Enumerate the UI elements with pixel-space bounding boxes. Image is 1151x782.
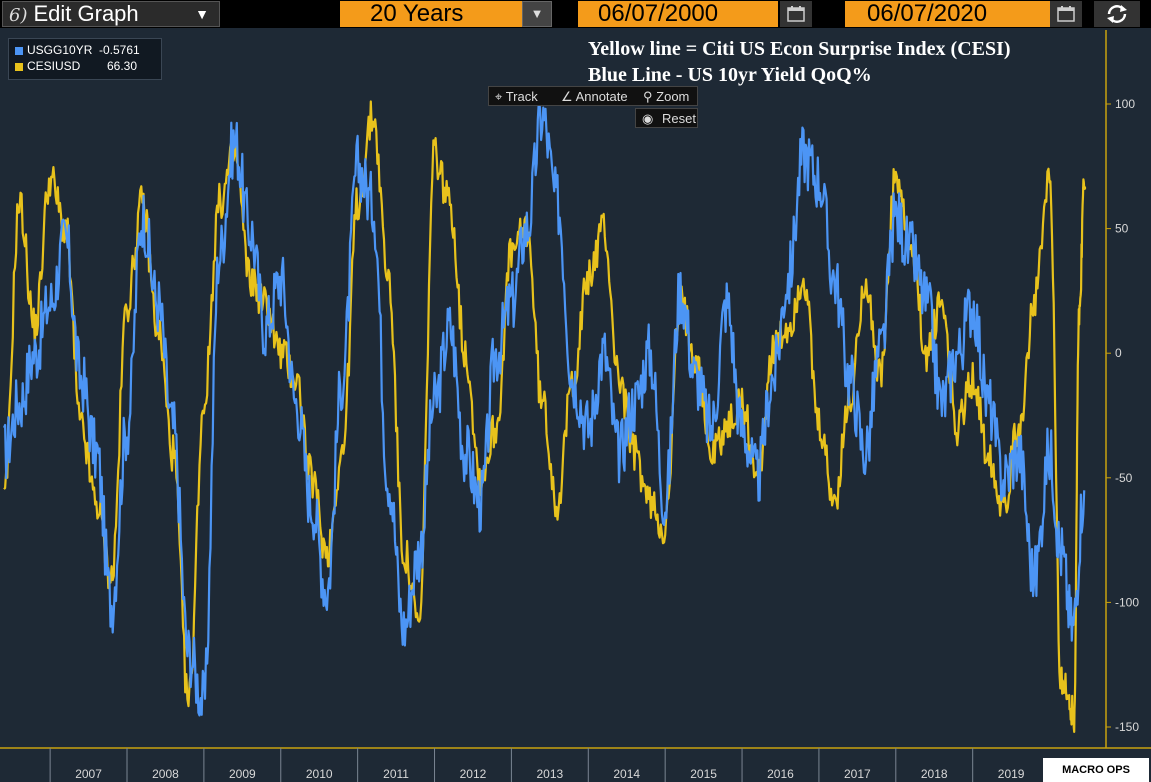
x-tick-label: 2017 xyxy=(844,767,871,781)
edit-graph-number: 6) xyxy=(9,5,28,26)
edit-graph-button[interactable]: 6) Edit Graph ▼ xyxy=(2,1,220,27)
x-tick-label: 2012 xyxy=(460,767,487,781)
annotate-label: Annotate xyxy=(575,89,628,104)
legend: USGG10YR -0.5761 CESIUSD 66.30 xyxy=(8,38,162,80)
last-value-point xyxy=(1082,185,1087,190)
y-tick-label: 50 xyxy=(1115,222,1129,236)
x-tick-label: 2009 xyxy=(229,767,256,781)
legend-value: 66.30 xyxy=(107,59,138,73)
y-tick-label: -100 xyxy=(1115,595,1139,609)
x-tick-label: 2015 xyxy=(690,767,717,781)
period-select[interactable]: 20 Years xyxy=(340,1,522,27)
x-tick-label: 2010 xyxy=(306,767,333,781)
start-date-calendar-button[interactable] xyxy=(780,1,812,27)
x-tick-label: 2007 xyxy=(75,767,102,781)
start-date-input[interactable]: 06/07/2000 xyxy=(578,1,778,27)
magnifier-icon: ⚲ xyxy=(643,89,653,104)
zoom-label: Zoom xyxy=(656,89,690,104)
reset-label: Reset xyxy=(662,111,696,126)
chevron-down-icon: ▼ xyxy=(530,6,544,21)
series-line-usgg10yr xyxy=(2,99,1086,717)
macro-ops-logo: MACRO OPS xyxy=(1043,758,1149,782)
legend-swatch xyxy=(15,46,23,55)
annotation-line-2: Blue Line - US 10yr Yield QoQ% xyxy=(588,64,872,86)
legend-label: CESIUSD xyxy=(27,59,81,73)
x-tick-label: 2018 xyxy=(921,767,948,781)
legend-value: -0.5761 xyxy=(99,43,140,57)
refresh-button[interactable] xyxy=(1094,1,1140,27)
chart-tools-bar: ⌖ Track ∠ Annotate ⚲ Zoom xyxy=(488,86,698,106)
toolbar: 6) Edit Graph ▼ 20 Years ▼ 06/07/2000 06/… xyxy=(0,0,1151,28)
x-tick-label: 2011 xyxy=(383,767,409,781)
annotate-button[interactable]: ∠ Annotate xyxy=(561,87,628,107)
end-date-calendar-button[interactable] xyxy=(1050,1,1082,27)
logo-text: MACRO OPS xyxy=(1062,764,1130,776)
annotation-line-1: Yellow line = Citi US Econ Surprise Inde… xyxy=(588,38,1011,60)
x-tick-label: 2013 xyxy=(536,767,563,781)
calendar-icon xyxy=(1057,6,1075,22)
track-label: Track xyxy=(505,89,538,104)
reset-button[interactable]: ◉ Reset xyxy=(635,108,698,128)
edit-graph-label: Edit Graph xyxy=(33,1,139,26)
legend-swatch xyxy=(15,62,23,71)
radio-icon: ◉ xyxy=(642,111,654,126)
legend-item-usgg10yr: USGG10YR -0.5761 xyxy=(15,42,140,58)
calendar-icon xyxy=(787,6,805,22)
x-tick-label: 2019 xyxy=(998,767,1025,781)
x-tick-label: 2016 xyxy=(767,767,794,781)
crosshair-icon: ⌖ xyxy=(495,89,503,104)
chart-annotation: Yellow line = Citi US Econ Surprise Inde… xyxy=(588,36,1011,88)
legend-item-cesiusd: CESIUSD 66.30 xyxy=(15,58,137,74)
x-tick-label: 2014 xyxy=(613,767,640,781)
y-tick-label: -50 xyxy=(1115,471,1133,485)
pencil-icon: ∠ xyxy=(561,89,573,104)
zoom-button[interactable]: ⚲ Zoom xyxy=(643,87,689,107)
end-date-input[interactable]: 06/07/2020 xyxy=(845,1,1050,27)
refresh-icon xyxy=(1107,5,1127,23)
series-line-cesiusd xyxy=(3,100,1086,734)
y-tick-label: 0 xyxy=(1115,346,1122,360)
y-tick-label: -150 xyxy=(1115,720,1139,734)
y-tick-label: 100 xyxy=(1115,97,1135,111)
legend-label: USGG10YR xyxy=(27,43,93,57)
track-button[interactable]: ⌖ Track xyxy=(495,87,538,107)
chevron-down-icon: ▼ xyxy=(195,6,209,22)
x-tick-label: 2008 xyxy=(152,767,179,781)
period-dropdown-button[interactable]: ▼ xyxy=(522,1,552,27)
